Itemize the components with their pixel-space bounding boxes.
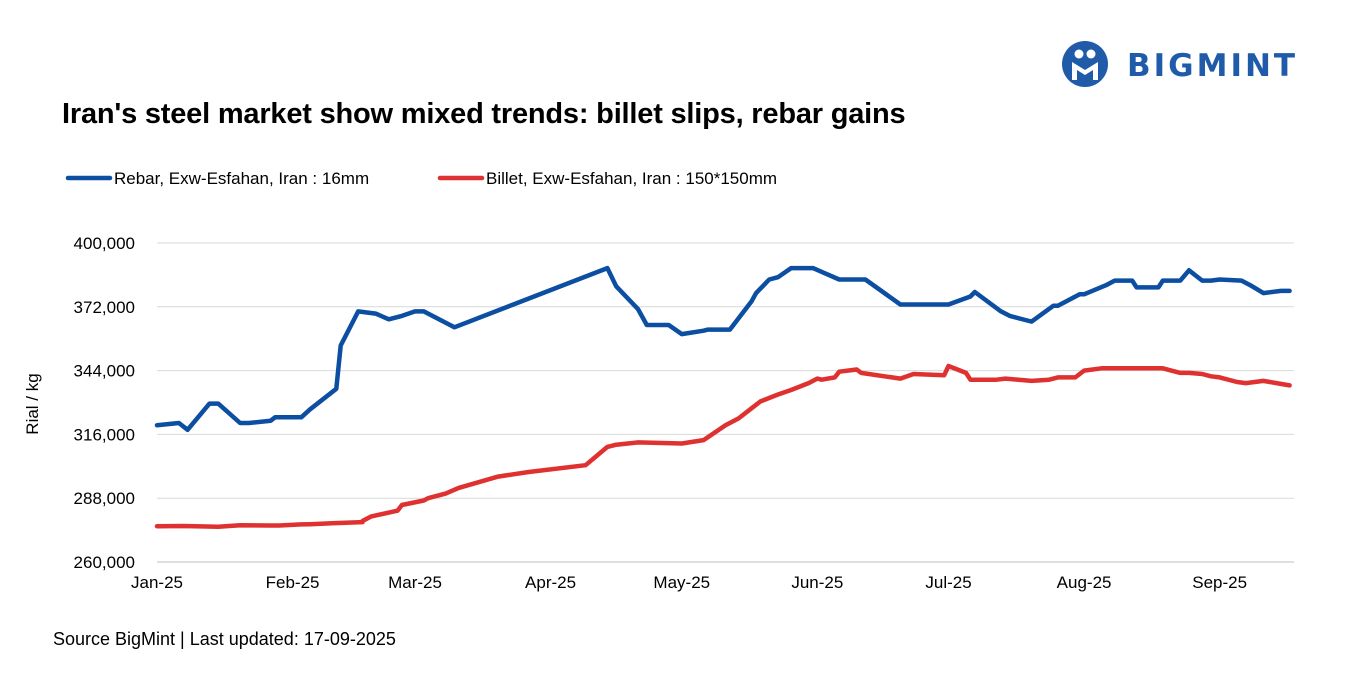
x-tick-label: Jun-25 — [791, 573, 843, 592]
source-footer: Source BigMint | Last updated: 17-09-202… — [53, 629, 396, 649]
y-axis-label: Rial / kg — [23, 373, 42, 434]
bigmint-logo: BIGMINT — [1060, 40, 1335, 90]
y-axis: 260,000 288,000 316,000 344,000 372,000 400,0… — [74, 234, 135, 572]
y-tick-label: 288,000 — [74, 489, 135, 508]
rebar-series-line — [154, 265, 1292, 433]
chart-series — [154, 265, 1292, 529]
legend-item: Rebar, Exw-Esfahan, Iran : 16mm — [65, 169, 369, 188]
x-tick-label: Apr-25 — [525, 573, 576, 592]
y-tick-label: 400,000 — [74, 234, 135, 253]
x-axis: Jan-25 Feb-25 Mar-25 Apr-25 May-25 Jun-25 Jul-… — [131, 561, 1294, 592]
billet-series-line — [154, 363, 1292, 529]
x-tick-label: Sep-25 — [1192, 573, 1247, 592]
bigmint-logo-text: BIGMINT — [1127, 48, 1299, 84]
legend-label: Billet, Exw-Esfahan, Iran : 150*150mm — [486, 169, 777, 188]
x-tick-label: Jul-25 — [925, 573, 971, 592]
legend-label: Rebar, Exw-Esfahan, Iran : 16mm — [114, 169, 369, 188]
x-tick-label: May-25 — [653, 573, 710, 592]
x-tick-label: Jan-25 — [131, 573, 183, 592]
chart-legend: Rebar, Exw-Esfahan, Iran : 16mm Billet, E… — [65, 169, 777, 188]
bigmint-logo-mark-icon — [1062, 41, 1108, 87]
gridlines — [157, 242, 1294, 563]
x-tick-label: Mar-25 — [388, 573, 442, 592]
y-tick-label: 260,000 — [74, 553, 135, 572]
y-tick-label: 344,000 — [74, 362, 135, 381]
y-tick-label: 316,000 — [74, 425, 135, 444]
x-tick-label: Feb-25 — [266, 573, 320, 592]
chart-title: Iran's steel market show mixed trends: b… — [62, 98, 906, 130]
legend-item: Billet, Exw-Esfahan, Iran : 150*150mm — [437, 169, 777, 188]
y-tick-label: 372,000 — [74, 298, 135, 317]
x-tick-label: Aug-25 — [1057, 573, 1112, 592]
